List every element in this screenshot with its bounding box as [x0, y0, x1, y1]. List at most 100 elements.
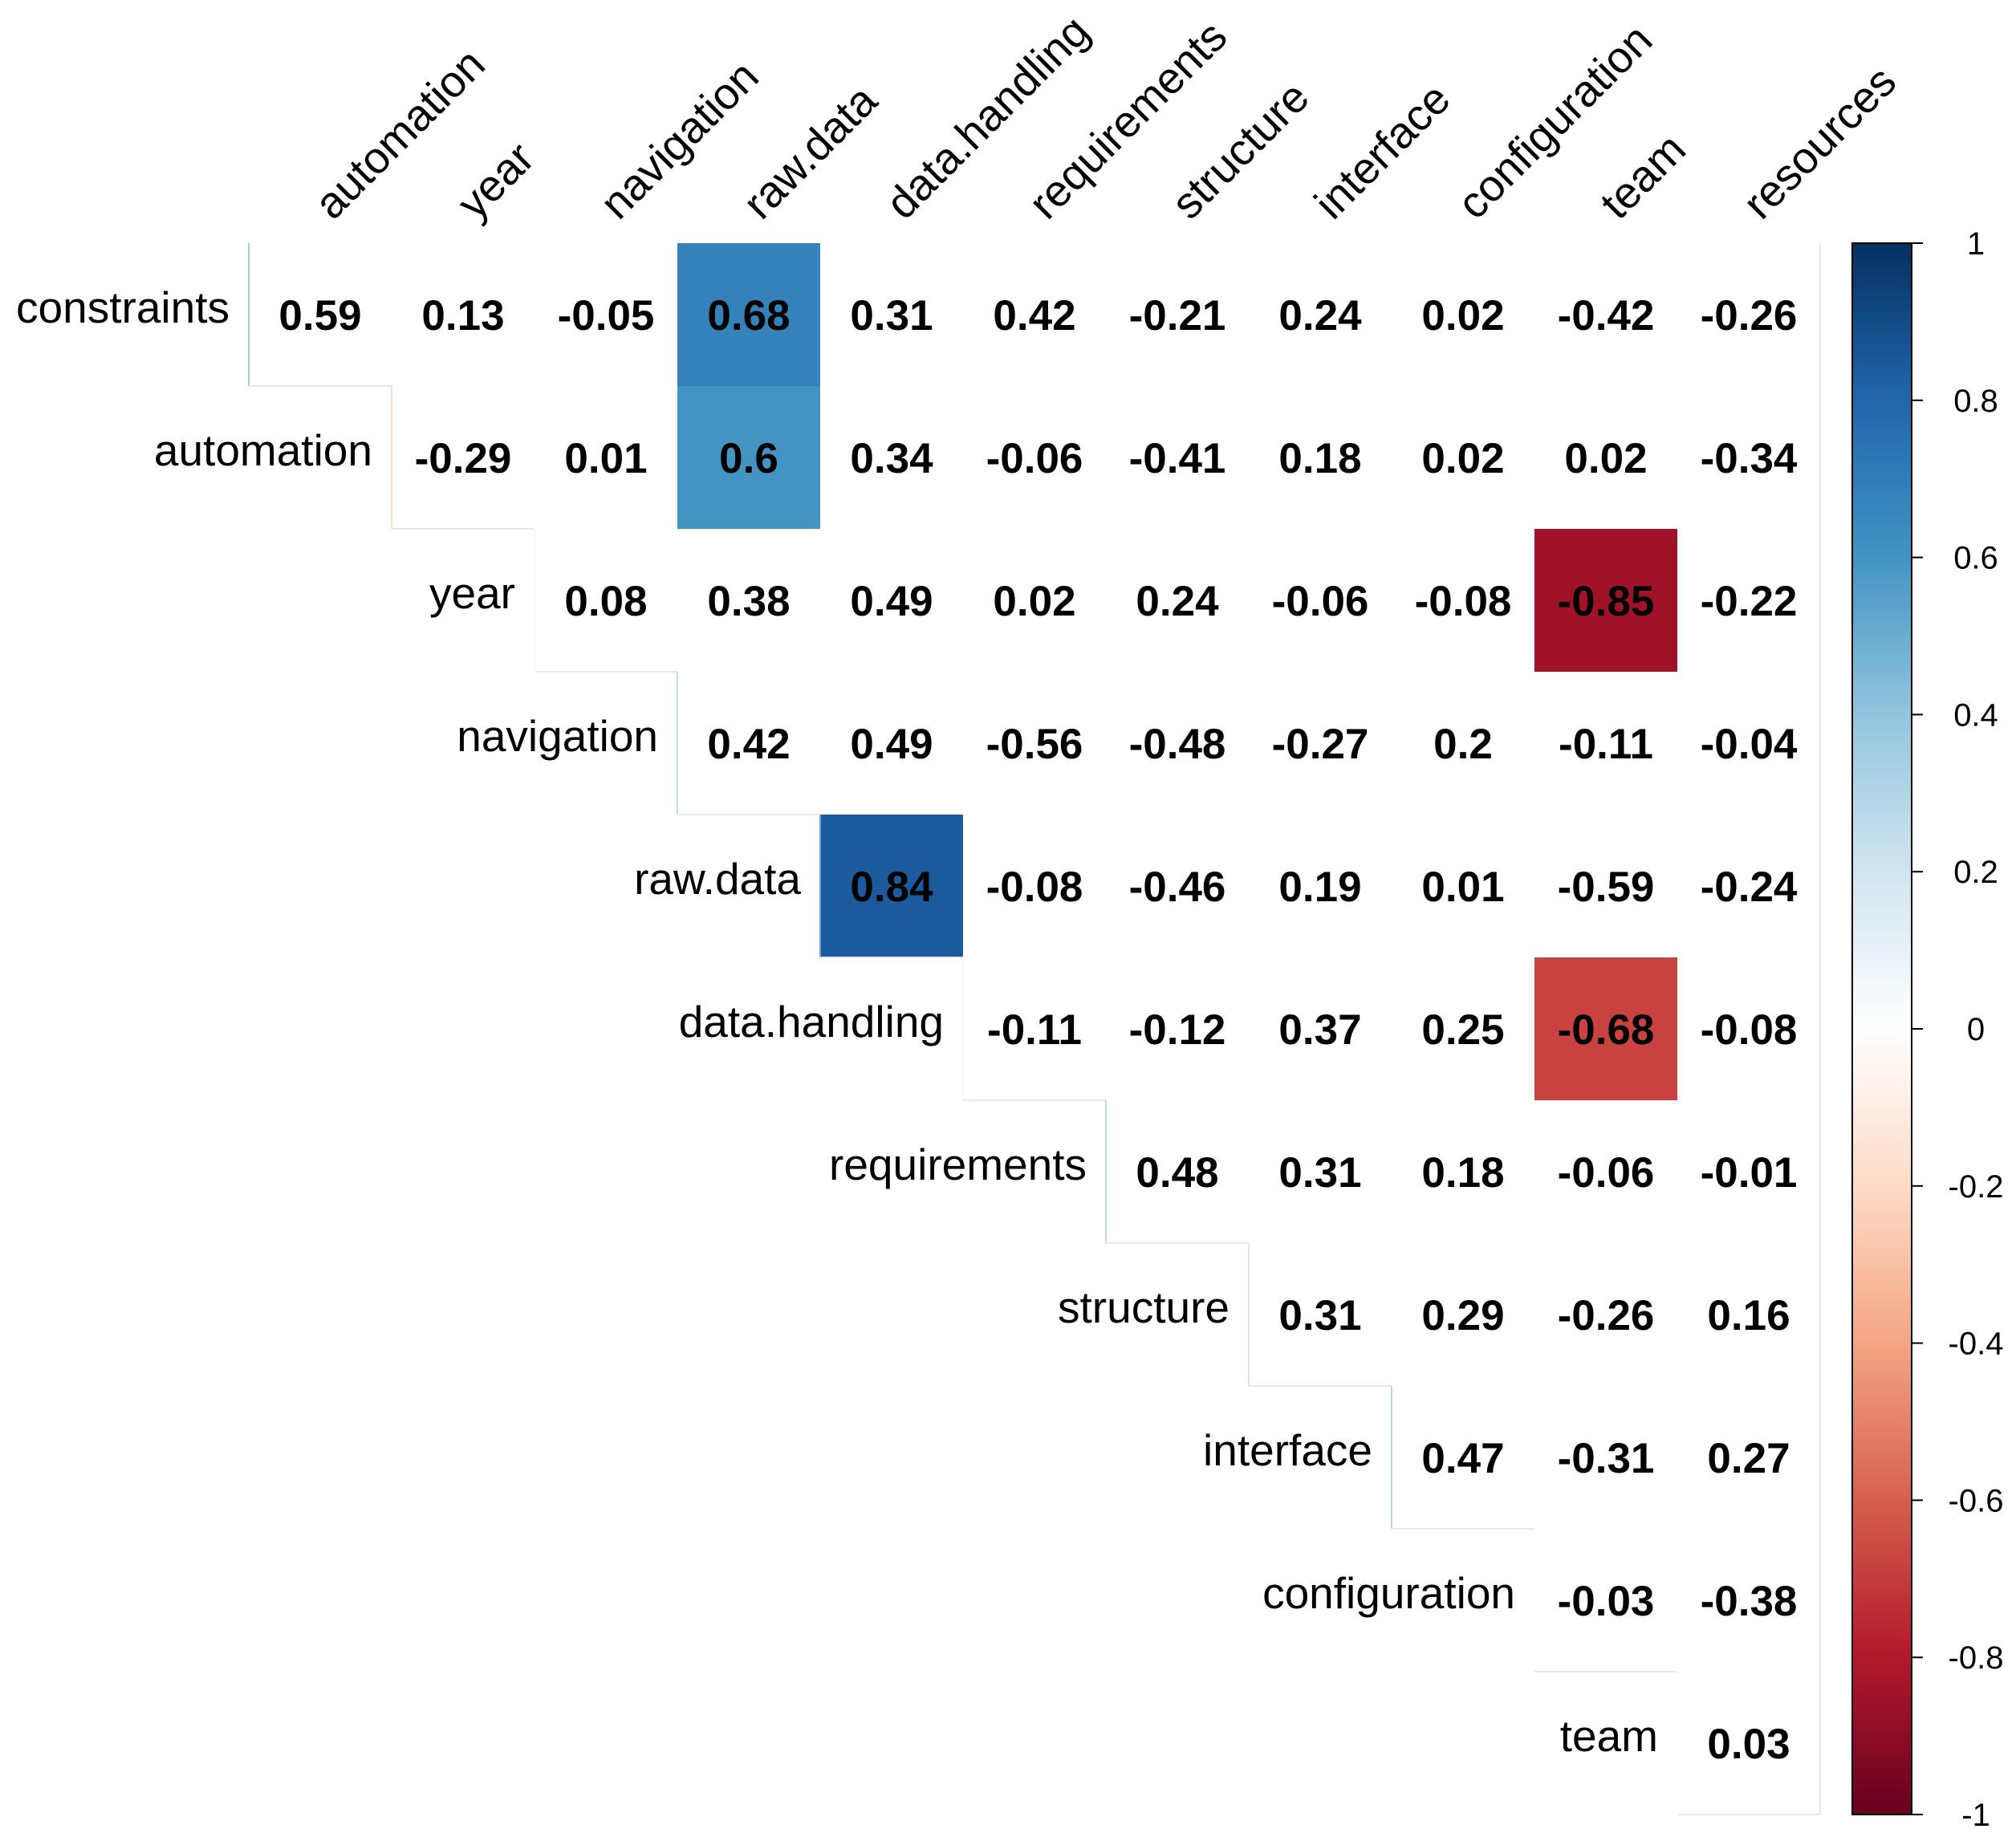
value-structure-interface: 0.31: [1278, 1292, 1361, 1339]
cell-raw-data-data-handling: [820, 815, 963, 957]
cell-requirements-team: [1534, 1100, 1677, 1243]
cell-automation-team: [1534, 386, 1677, 529]
value-data-handling-structure: -0.12: [1129, 1006, 1226, 1054]
row-label-data-handling: data.handling: [679, 997, 944, 1046]
cell-raw-data-resources: [1677, 815, 1820, 957]
cell-navigation-structure: [1106, 672, 1249, 815]
value-automation-resources: -0.34: [1701, 435, 1798, 482]
cell-constraints-structure: [1106, 243, 1249, 386]
cell-requirements-structure: [1106, 1100, 1249, 1243]
row-label-year: year: [429, 568, 515, 618]
value-interface-resources: 0.27: [1707, 1435, 1790, 1482]
value-constraints-data-handling: 0.31: [850, 292, 933, 339]
value-automation-navigation: 0.01: [564, 435, 647, 482]
value-automation-requirements: -0.06: [986, 435, 1083, 482]
cell-year-raw-data: [677, 529, 820, 672]
value-year-navigation: 0.08: [564, 578, 647, 625]
cell-year-resources: [1677, 529, 1820, 672]
value-structure-resources: 0.16: [1707, 1292, 1790, 1339]
cell-year-navigation: [534, 529, 677, 672]
colorbar-tick-label: 0: [1967, 1012, 1985, 1047]
cell-navigation-requirements: [963, 672, 1106, 815]
colorbar-tick-label: 1: [1967, 226, 1985, 262]
colorbar-tick-label: 0.8: [1953, 384, 1998, 419]
value-team-resources: 0.03: [1707, 1721, 1790, 1768]
value-constraints-raw-data: 0.68: [707, 292, 790, 339]
value-requirements-interface: 0.31: [1278, 1149, 1361, 1197]
cell-year-structure: [1106, 529, 1249, 672]
cell-raw-data-configuration: [1392, 815, 1534, 957]
cell-year-data-handling: [820, 529, 963, 672]
value-year-raw-data: 0.38: [707, 578, 790, 625]
value-automation-data-handling: 0.34: [850, 435, 933, 482]
cell-interface-configuration: [1392, 1386, 1534, 1529]
value-automation-raw-data: 0.6: [719, 435, 778, 482]
cell-navigation-raw-data: [677, 672, 820, 815]
cell-structure-interface: [1249, 1243, 1392, 1386]
value-automation-interface: 0.18: [1278, 435, 1361, 482]
cell-year-interface: [1249, 529, 1392, 672]
colorbar-gradient: [1851, 242, 1912, 1815]
cell-raw-data-requirements: [963, 815, 1106, 957]
value-configuration-team: -0.03: [1558, 1578, 1655, 1625]
cell-navigation-team: [1534, 672, 1677, 815]
row-label-configuration: configuration: [1262, 1568, 1515, 1618]
value-year-resources: -0.22: [1701, 578, 1798, 625]
row-label-requirements: requirements: [829, 1140, 1087, 1189]
cell-constraints-raw-data: [677, 243, 820, 386]
value-raw-data-structure: -0.46: [1129, 864, 1226, 911]
cell-interface-resources: [1677, 1386, 1820, 1529]
cell-constraints-interface: [1249, 243, 1392, 386]
cell-automation-interface: [1249, 386, 1392, 529]
cell-year-configuration: [1392, 529, 1534, 672]
cell-raw-data-interface: [1249, 815, 1392, 957]
value-year-team: -0.85: [1558, 578, 1655, 625]
value-year-structure: 0.24: [1136, 578, 1219, 625]
value-year-data-handling: 0.49: [850, 578, 933, 625]
cell-data-handling-structure: [1106, 957, 1249, 1100]
value-data-handling-team: -0.68: [1558, 1006, 1655, 1054]
value-requirements-configuration: 0.18: [1421, 1149, 1504, 1197]
cell-automation-data-handling: [820, 386, 963, 529]
colorbar: 1 0.8 0.6 0.4 0.2 0 -0.2 -0.4 -0.6 -0.8 -1: [1851, 226, 2003, 1833]
col-label-team: team: [1591, 124, 1695, 228]
row-label-structure: structure: [1058, 1282, 1230, 1332]
cell-team-resources: [1677, 1672, 1820, 1815]
value-navigation-requirements: -0.56: [986, 721, 1083, 768]
cell-value-labels: 0.59 0.13 -0.05 0.68 0.31 0.42 -0.21 0.24 0.02 -0…: [278, 292, 1797, 1768]
value-raw-data-data-handling: 0.84: [850, 864, 933, 911]
cell-constraints-automation: [249, 243, 392, 386]
value-configuration-resources: -0.38: [1701, 1578, 1798, 1625]
cell-requirements-configuration: [1392, 1100, 1534, 1243]
value-constraints-configuration: 0.02: [1421, 292, 1504, 339]
value-navigation-team: -0.11: [1559, 721, 1653, 768]
value-automation-team: 0.02: [1564, 435, 1647, 482]
value-automation-structure: -0.41: [1129, 435, 1226, 482]
value-data-handling-interface: 0.37: [1278, 1006, 1361, 1054]
cell-data-handling-requirements: [963, 957, 1106, 1100]
cell-configuration-resources: [1677, 1529, 1820, 1672]
cell-navigation-configuration: [1392, 672, 1534, 815]
cell-requirements-resources: [1677, 1100, 1820, 1243]
value-requirements-team: -0.06: [1558, 1149, 1655, 1197]
cell-structure-configuration: [1392, 1243, 1534, 1386]
value-raw-data-configuration: 0.01: [1421, 864, 1504, 911]
col-label-interface: interface: [1305, 73, 1460, 228]
cell-automation-configuration: [1392, 386, 1534, 529]
value-constraints-resources: -0.26: [1701, 292, 1798, 339]
cell-interface-team: [1534, 1386, 1677, 1529]
value-data-handling-configuration: 0.25: [1421, 1006, 1504, 1054]
cell-automation-resources: [1677, 386, 1820, 529]
value-constraints-structure: -0.21: [1129, 292, 1226, 339]
cell-data-handling-configuration: [1392, 957, 1534, 1100]
cell-constraints-requirements: [963, 243, 1106, 386]
cell-constraints-resources: [1677, 243, 1820, 386]
value-constraints-interface: 0.24: [1278, 292, 1362, 339]
value-year-interface: -0.06: [1272, 578, 1369, 625]
cell-constraints-data-handling: [820, 243, 963, 386]
cell-raw-data-team: [1534, 815, 1677, 957]
cell-configuration-team: [1534, 1529, 1677, 1672]
row-label-team: team: [1560, 1711, 1658, 1761]
value-constraints-navigation: -0.05: [558, 292, 655, 339]
